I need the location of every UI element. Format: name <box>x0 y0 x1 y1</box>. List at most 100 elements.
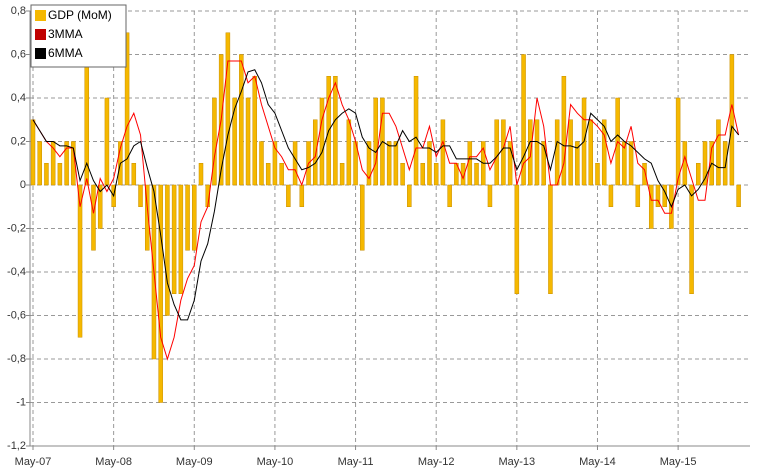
bar <box>131 163 137 186</box>
bar <box>501 119 506 186</box>
y-tick-label: -0,8 <box>7 353 26 365</box>
bar <box>373 97 378 186</box>
grid: 0,8 0,6 0,4 0,2 0 -0,2 -0,4 -0,6 -0,8 -1 -1,2 May-0… <box>7 5 750 468</box>
bar <box>91 184 96 251</box>
bar <box>279 163 284 186</box>
bar <box>138 184 143 207</box>
bar <box>722 141 728 186</box>
bar <box>642 163 647 186</box>
bar <box>292 141 298 186</box>
legend-swatch <box>35 29 46 40</box>
bar <box>467 141 473 186</box>
bar <box>386 141 392 186</box>
bar <box>689 184 694 294</box>
legend-label: 3MMA <box>48 27 83 41</box>
bar <box>648 184 654 229</box>
bar <box>339 163 345 186</box>
bar <box>407 184 412 207</box>
bar <box>252 76 258 186</box>
bar <box>272 141 278 186</box>
bar <box>158 184 163 403</box>
bar <box>393 141 399 186</box>
bar <box>514 184 520 294</box>
legend-box <box>30 4 127 68</box>
bar <box>265 163 271 186</box>
bar <box>433 163 439 186</box>
y-tick-label: 0,6 <box>11 48 26 60</box>
bar <box>299 184 305 207</box>
y-tick-label: -0,6 <box>7 309 26 321</box>
bar <box>37 141 42 186</box>
bar <box>185 184 190 251</box>
bar <box>628 141 634 186</box>
bar <box>568 119 573 186</box>
bar <box>655 184 661 207</box>
bar <box>635 184 641 207</box>
bar <box>144 184 150 251</box>
legend-swatch <box>35 48 46 59</box>
bar <box>178 184 184 294</box>
bar <box>588 119 594 186</box>
x-tick-label: May-07 <box>15 456 52 468</box>
y-tick-label: -1,2 <box>7 440 26 452</box>
bar <box>312 119 318 186</box>
bar <box>561 76 567 186</box>
x-tick-label: May-10 <box>257 456 294 468</box>
bar <box>413 76 419 186</box>
bar <box>601 119 607 186</box>
y-tick-label: 0,4 <box>11 92 26 104</box>
bar <box>192 184 197 251</box>
bar <box>575 141 580 186</box>
bar <box>675 97 681 186</box>
bar <box>541 141 546 186</box>
bar <box>534 119 540 186</box>
bar <box>44 163 49 186</box>
bar <box>104 97 110 186</box>
bar <box>400 163 405 186</box>
x-tick-label: May-13 <box>498 456 535 468</box>
legend: GDP (MoM) 3MMA 6MMA <box>30 4 127 68</box>
bar <box>360 184 365 251</box>
bar <box>608 184 614 207</box>
line <box>32 69 739 321</box>
line <box>32 60 740 361</box>
y-tick-label: -0,2 <box>7 222 26 234</box>
bar <box>554 119 560 186</box>
bar <box>474 163 479 186</box>
y-tick-label: -0,4 <box>7 266 26 278</box>
bar <box>736 184 741 207</box>
bar <box>319 97 325 186</box>
bar <box>366 141 372 186</box>
bar <box>225 32 231 186</box>
bar <box>729 54 735 186</box>
y-tick-label: 0,2 <box>11 135 26 147</box>
y-tick-label: 0 <box>20 179 26 191</box>
legend-swatch <box>35 10 46 21</box>
bar <box>595 163 600 186</box>
bar <box>716 119 721 186</box>
bar <box>440 119 446 186</box>
bar <box>346 119 352 186</box>
bar <box>682 141 688 186</box>
bar <box>333 76 338 186</box>
x-tick-label: May-12 <box>418 456 455 468</box>
bar <box>64 141 69 186</box>
x-tick-label: May-15 <box>660 456 697 468</box>
marks <box>30 32 741 403</box>
x-tick-label: May-08 <box>95 456 132 468</box>
bar <box>507 141 513 186</box>
bar <box>84 54 90 186</box>
bar <box>245 97 251 186</box>
legend-label: GDP (MoM) <box>48 8 112 22</box>
bar <box>548 184 553 294</box>
x-tick-label: May-14 <box>579 456 616 468</box>
x-tick-label: May-09 <box>176 456 213 468</box>
bar <box>232 97 237 186</box>
y-tick-label: -1 <box>16 396 26 408</box>
bar <box>494 119 499 186</box>
bar <box>30 119 36 186</box>
bar <box>57 163 63 186</box>
bar <box>696 163 701 186</box>
bar <box>521 54 526 186</box>
